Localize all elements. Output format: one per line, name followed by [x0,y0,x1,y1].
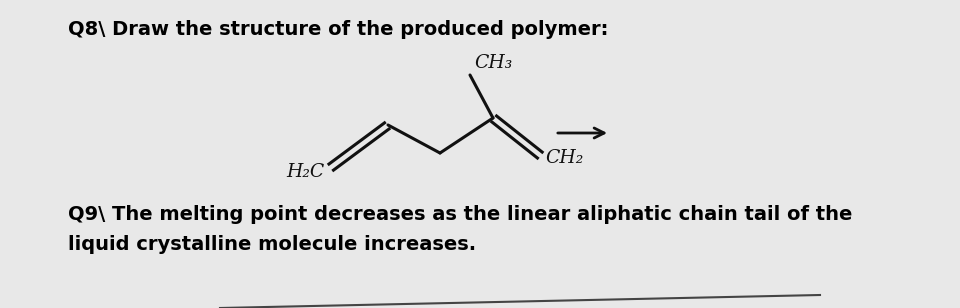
Text: liquid crystalline molecule increases.: liquid crystalline molecule increases. [68,235,476,254]
Text: Q8\ Draw the structure of the produced polymer:: Q8\ Draw the structure of the produced p… [68,20,609,39]
Text: CH₂: CH₂ [545,149,584,167]
Text: CH₃: CH₃ [474,54,513,72]
Text: H₂C: H₂C [287,163,325,181]
Text: Q9\ The melting point decreases as the linear aliphatic chain tail of the: Q9\ The melting point decreases as the l… [68,205,852,224]
